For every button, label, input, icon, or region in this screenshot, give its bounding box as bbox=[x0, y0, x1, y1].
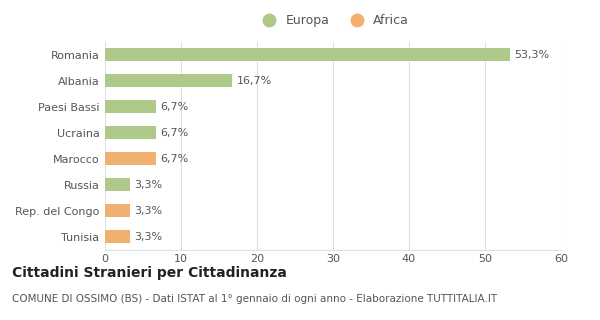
Bar bbox=[105, 48, 510, 61]
Text: 6,7%: 6,7% bbox=[160, 128, 189, 138]
Text: 53,3%: 53,3% bbox=[515, 50, 550, 60]
Text: 3,3%: 3,3% bbox=[134, 205, 163, 216]
Bar bbox=[105, 126, 156, 140]
Text: 3,3%: 3,3% bbox=[134, 232, 163, 242]
Bar bbox=[105, 74, 232, 87]
Text: 6,7%: 6,7% bbox=[160, 154, 189, 164]
Text: 3,3%: 3,3% bbox=[134, 180, 163, 189]
Legend: Europa, Africa: Europa, Africa bbox=[257, 14, 409, 27]
Bar bbox=[105, 204, 130, 217]
Text: COMUNE DI OSSIMO (BS) - Dati ISTAT al 1° gennaio di ogni anno - Elaborazione TUT: COMUNE DI OSSIMO (BS) - Dati ISTAT al 1°… bbox=[12, 294, 497, 304]
Bar bbox=[105, 100, 156, 113]
Bar bbox=[105, 230, 130, 243]
Text: 6,7%: 6,7% bbox=[160, 102, 189, 112]
Bar bbox=[105, 152, 156, 165]
Text: 16,7%: 16,7% bbox=[236, 76, 272, 86]
Bar bbox=[105, 178, 130, 191]
Text: Cittadini Stranieri per Cittadinanza: Cittadini Stranieri per Cittadinanza bbox=[12, 266, 287, 280]
